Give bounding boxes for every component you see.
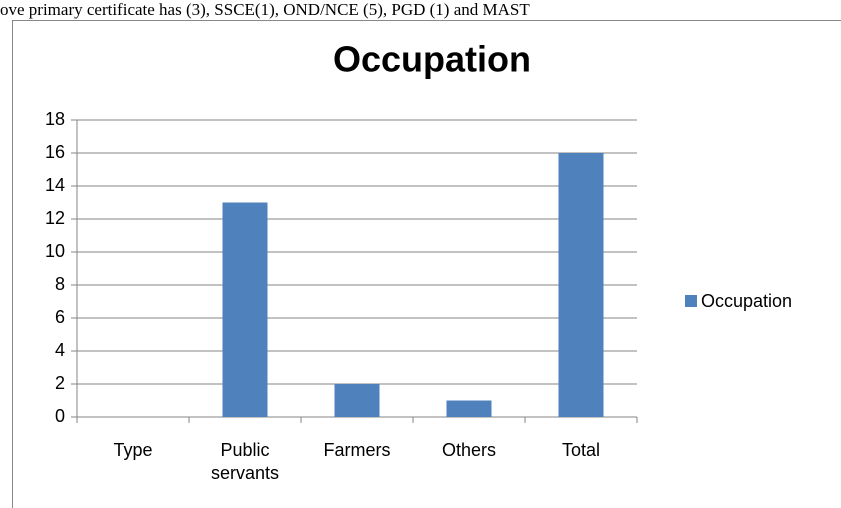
y-tick-label: 14 <box>45 175 65 195</box>
y-tick-label: 8 <box>55 274 65 294</box>
y-tick-label: 4 <box>55 340 65 360</box>
x-tick-label: Public servants <box>210 440 280 483</box>
body-text: ove primary certificate has (3), SSCE(1)… <box>0 0 530 19</box>
y-tick-label: 2 <box>55 373 65 393</box>
x-tick-label: Type <box>113 440 153 460</box>
y-tick-label: 18 <box>45 109 65 129</box>
y-tick-label: 10 <box>45 241 65 261</box>
bar <box>334 384 380 417</box>
y-tick-label: 16 <box>45 142 65 162</box>
bar <box>222 202 268 417</box>
y-tick-label: 0 <box>55 406 65 426</box>
y-tick-label: 6 <box>55 307 65 327</box>
x-tick-label: Farmers <box>323 440 391 460</box>
chart-title: Occupation <box>333 39 531 80</box>
y-tick-label: 12 <box>45 208 65 228</box>
legend-swatch <box>685 295 697 307</box>
bar <box>558 153 604 417</box>
legend-label: Occupation <box>701 291 792 311</box>
x-tick-label: Others <box>441 440 497 460</box>
chart-frame <box>12 20 841 508</box>
x-tick-label: Total <box>561 440 601 460</box>
bar <box>446 400 492 417</box>
